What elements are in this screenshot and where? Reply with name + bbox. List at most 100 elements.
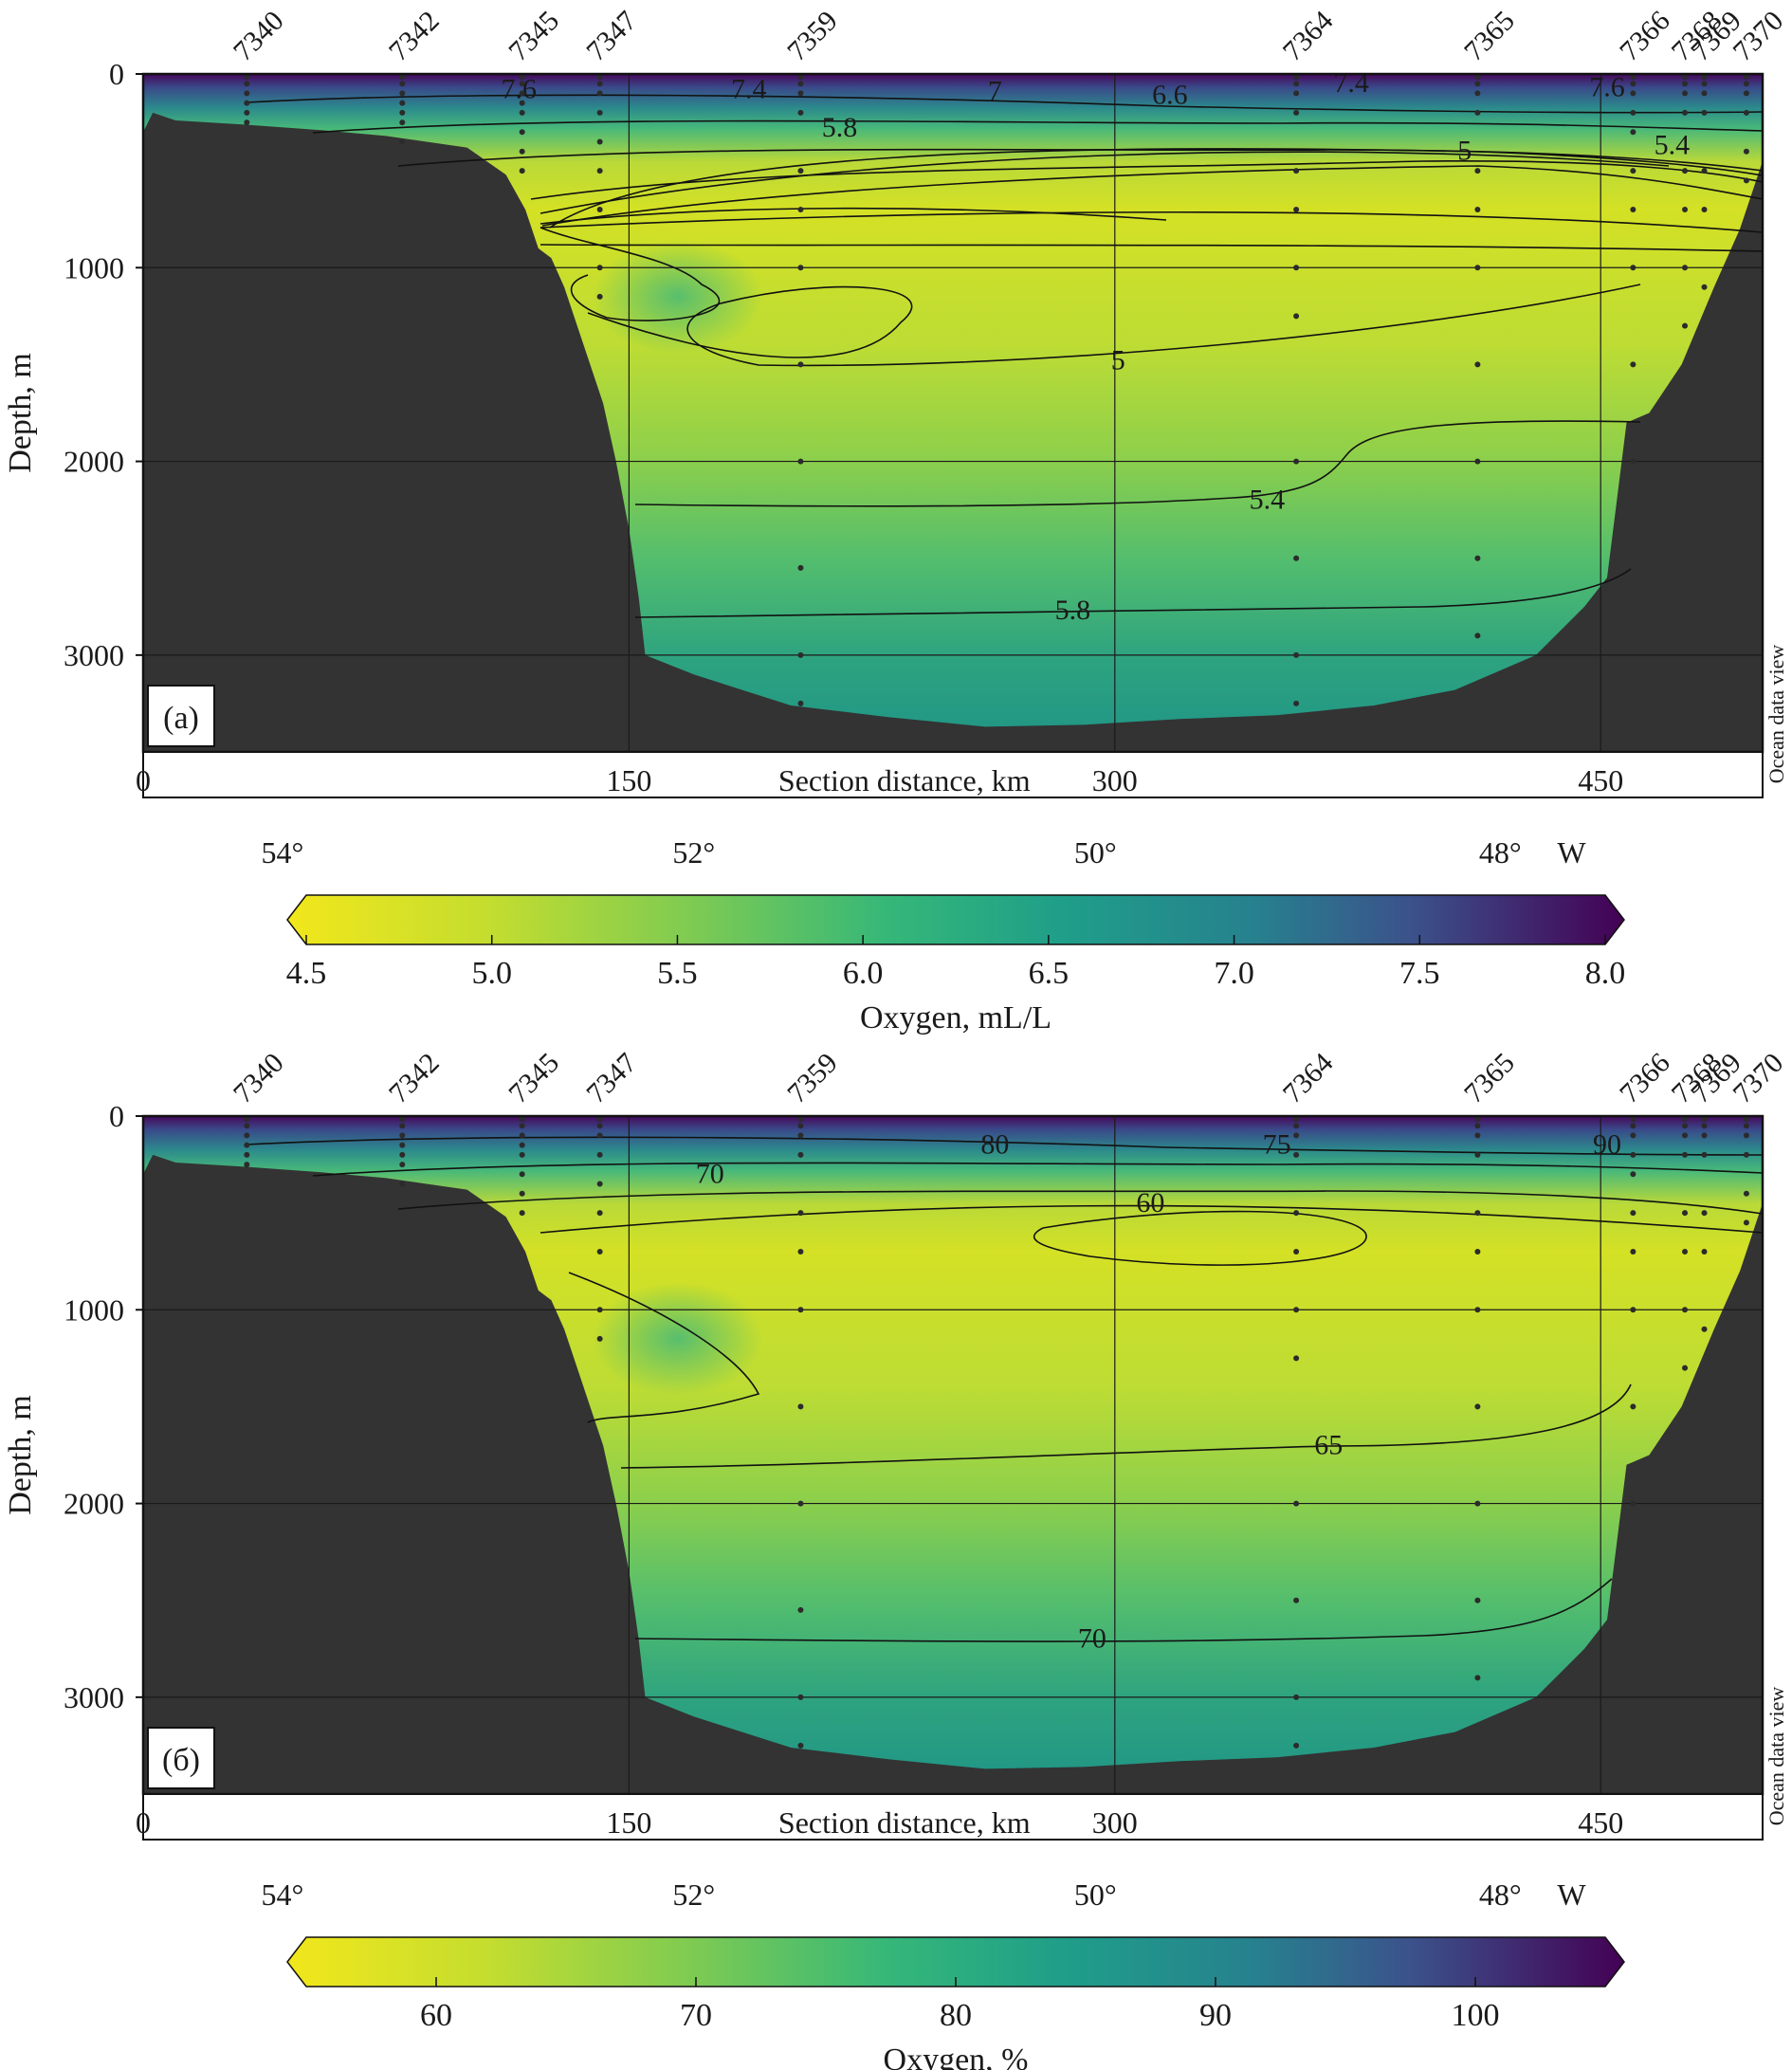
sample-dot <box>1474 168 1481 174</box>
sample-dot <box>1682 81 1689 87</box>
bathymetry <box>143 112 1763 752</box>
sample-dot <box>1630 129 1637 136</box>
sample-dot <box>596 207 603 212</box>
sample-dot <box>797 361 804 368</box>
sample-dot <box>399 1142 406 1148</box>
sample-dot <box>1630 207 1637 212</box>
contour-label: 75 <box>1263 1129 1291 1161</box>
sample-dot <box>1293 1694 1300 1700</box>
contour-label: 5.8 <box>822 112 858 143</box>
sample-dot <box>1701 109 1708 116</box>
sample-dot <box>244 1123 250 1129</box>
contour-line <box>539 227 720 321</box>
sample-dot <box>244 1142 250 1148</box>
panel-1: 7.6 7.4 7 6.6 7.4 7.6 5.8 5 5.4 5 5.4 5.8 7340 7342 73… <box>3 5 1789 1244</box>
contour-line <box>539 151 1670 214</box>
contour-line <box>539 1204 1764 1234</box>
contour-label: 70 <box>1078 1623 1106 1655</box>
colorbar-tick-label: 7.0 <box>1214 956 1254 991</box>
station-label: 7347 <box>580 1047 643 1109</box>
sample-dot <box>797 1500 804 1507</box>
colorbar-tick-label: 6.0 <box>843 956 884 991</box>
sample-dot <box>399 119 406 126</box>
sample-dot <box>244 100 250 106</box>
panel-label: (б) <box>162 1743 200 1778</box>
contour-line <box>312 119 1764 134</box>
station-label: 7342 <box>383 1047 446 1109</box>
contour-label: 7.6 <box>502 73 538 104</box>
sample-dot <box>399 100 406 106</box>
sample-dot <box>1682 1307 1689 1313</box>
colorbar <box>286 1936 1625 1988</box>
sample-dot <box>797 1742 804 1749</box>
sample-dot <box>1743 90 1749 97</box>
sample-dot <box>244 81 250 87</box>
distance-strip <box>142 751 1764 798</box>
sample-dot <box>399 90 406 97</box>
sample-dot <box>1474 1403 1481 1410</box>
contour-label: 80 <box>980 1129 1009 1161</box>
watermark: Ocean data view <box>1765 645 1788 784</box>
sample-dot <box>596 1210 603 1217</box>
sample-dot <box>1474 109 1481 116</box>
sample-dot <box>1743 1116 1749 1122</box>
sample-dot <box>596 1249 603 1255</box>
sample-dot <box>399 109 406 116</box>
sample-dot <box>797 1151 804 1158</box>
y-axis-label: Depth, m <box>3 1395 38 1515</box>
sample-dot <box>1474 458 1481 465</box>
longitude-tick-label: 52° <box>672 1878 715 1912</box>
contour-line <box>568 1272 760 1423</box>
station-label: 7342 <box>383 5 446 67</box>
y-axis-label: Depth, m <box>3 353 38 473</box>
sample-dot <box>1682 1116 1689 1122</box>
colorbar-tick-label: 90 <box>1199 1998 1232 2033</box>
sample-dot <box>1293 168 1300 174</box>
contour-label: 5.8 <box>1055 595 1091 626</box>
colorbar <box>286 894 1625 945</box>
sample-dot <box>1474 1597 1481 1603</box>
sample-dot <box>1682 1365 1689 1371</box>
colorbar-tick-label: 100 <box>1452 1998 1500 2033</box>
sample-dot <box>1682 1151 1689 1158</box>
contour-label: 7.4 <box>731 73 767 104</box>
sample-dot <box>1743 109 1749 116</box>
sample-dot <box>1630 1151 1637 1158</box>
sample-dot <box>519 1132 525 1139</box>
colorbar-tick-label: 8.0 <box>1585 956 1626 991</box>
sample-dot <box>519 1116 525 1122</box>
longitude-unit: W <box>1557 1878 1586 1912</box>
sample-dot <box>1743 177 1749 184</box>
sample-dot <box>1293 1742 1300 1749</box>
longitude-tick-label: 54° <box>261 835 303 870</box>
sample-dot <box>399 1151 406 1158</box>
sample-dot <box>1293 1500 1300 1507</box>
sample-dot <box>596 138 603 145</box>
sample-dot <box>1293 1151 1300 1158</box>
high-oxygen-pocket <box>592 1281 763 1396</box>
station-label: 7340 <box>228 5 290 67</box>
sample-dot <box>1743 1190 1749 1197</box>
contour-line <box>1033 1210 1367 1266</box>
sample-dot <box>1682 168 1689 174</box>
sample-dot <box>596 81 603 87</box>
sample-dot <box>1293 1123 1300 1129</box>
sample-dot <box>797 700 804 706</box>
sample-dot <box>519 90 525 97</box>
sample-dot <box>519 148 525 155</box>
sample-dot <box>519 100 525 106</box>
station-label: 7364 <box>1277 5 1340 67</box>
station-label: 7365 <box>1458 1047 1521 1109</box>
contour-label: 5.4 <box>1250 484 1286 515</box>
station-label: 7370 <box>1728 1047 1790 1109</box>
station-label: 7359 <box>781 5 844 67</box>
sample-dot <box>1630 109 1637 116</box>
sample-dot <box>1701 1123 1708 1129</box>
sample-dot <box>797 1210 804 1217</box>
colorbar-label: Oxygen, mL/L <box>860 1000 1051 1035</box>
station-label: 7345 <box>503 5 565 67</box>
sample-dot <box>797 207 804 212</box>
y-tick-label: 2000 <box>64 1487 124 1521</box>
sample-dot <box>797 1694 804 1700</box>
